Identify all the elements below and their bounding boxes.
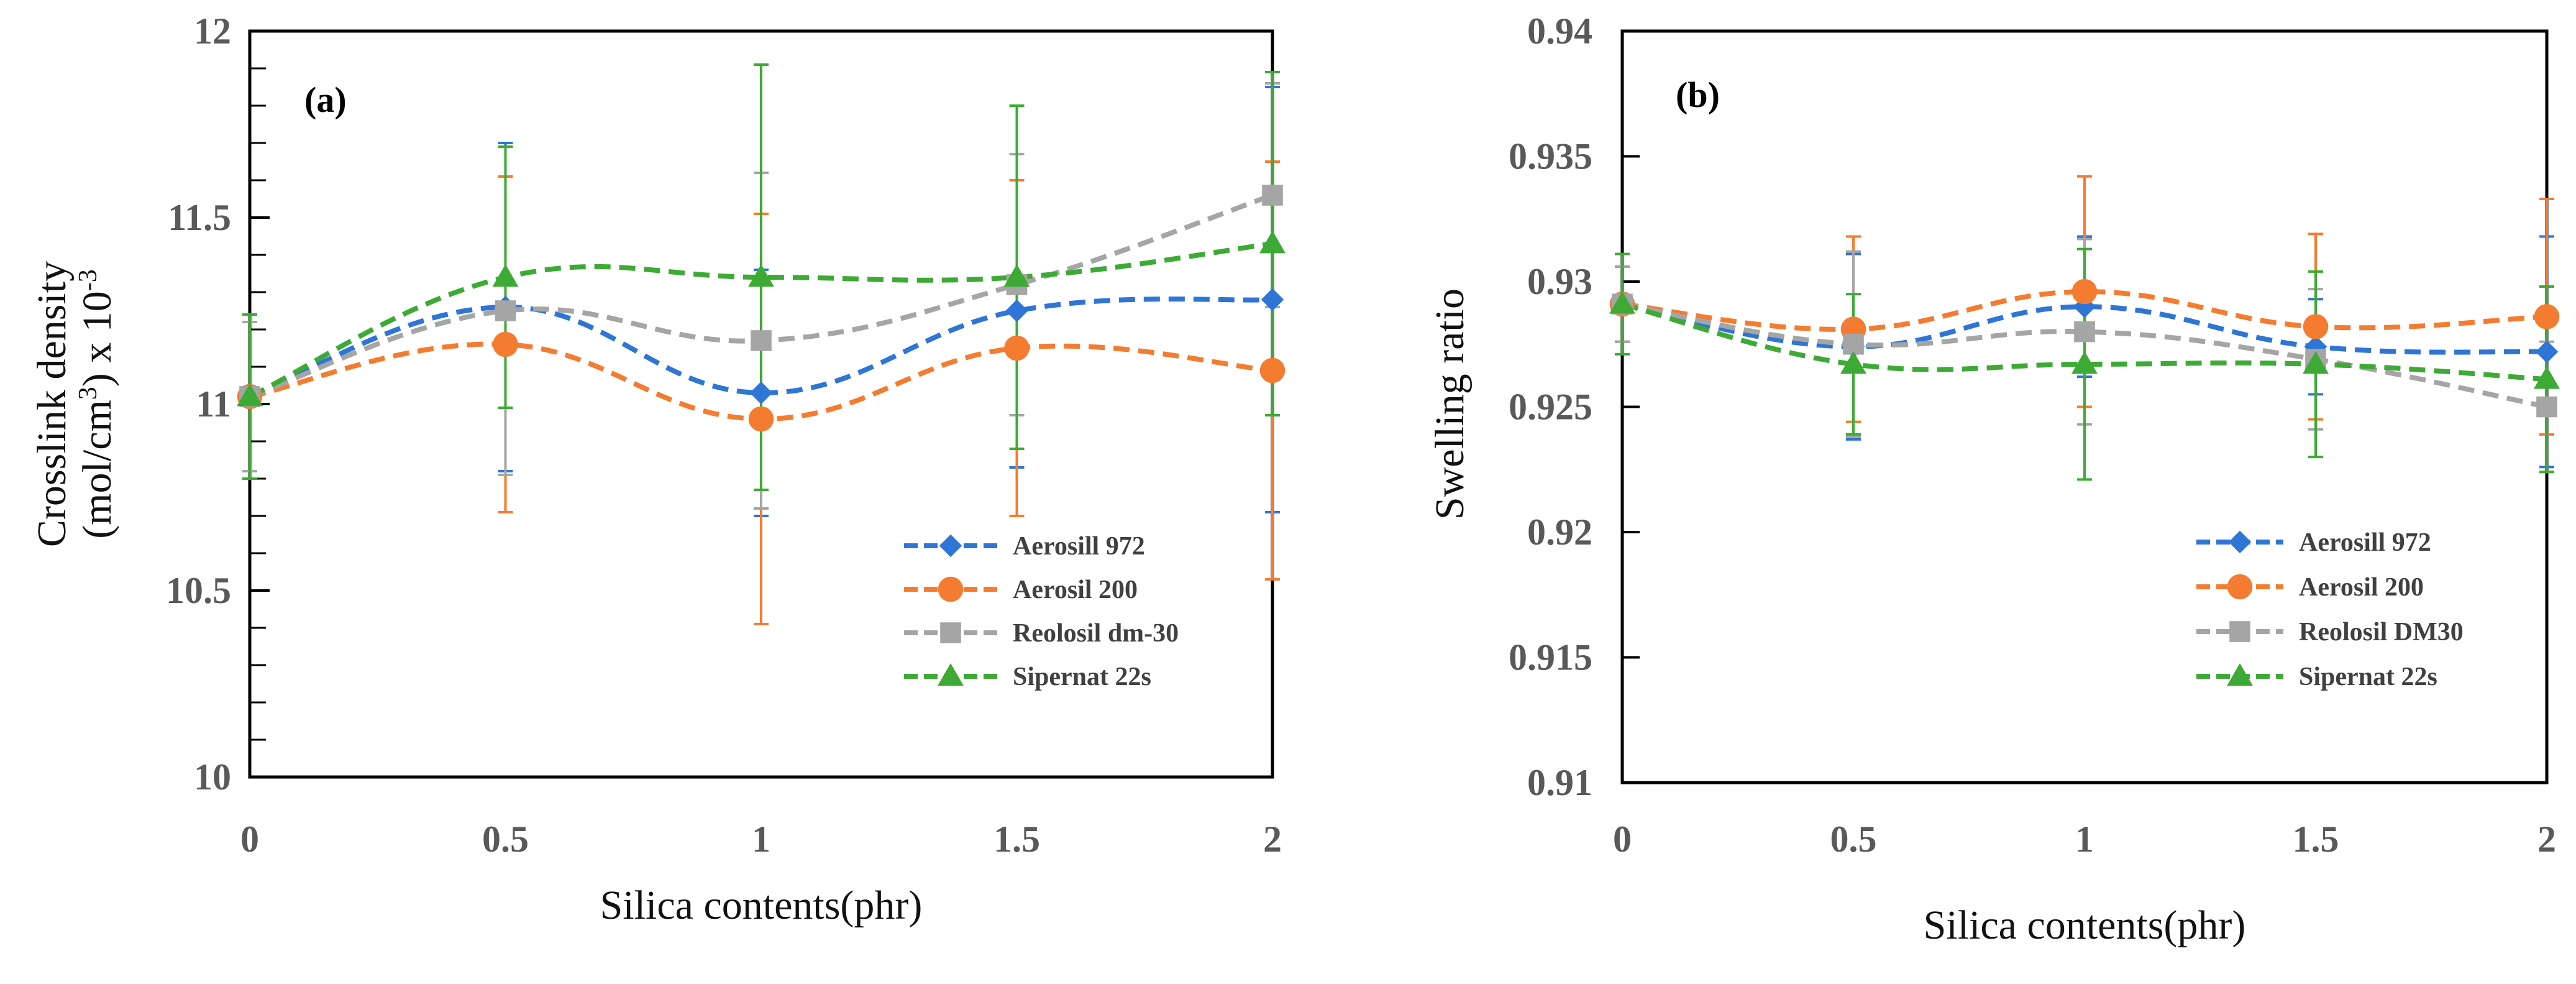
data-point-aerosil-200 <box>1259 357 1286 384</box>
y-tick-label: 10.5 <box>166 570 231 611</box>
panel-a-crosslink-density: (a) Silica contents(phr) Crosslink densi… <box>29 11 1286 928</box>
y-tick-label: 11 <box>196 384 231 425</box>
data-point-aerosill-972 <box>2535 340 2559 364</box>
panel-label: (b) <box>1676 75 1720 115</box>
legend-label-reolosil-dm30: Reolosil DM30 <box>2299 618 2464 646</box>
axis-ticks <box>1622 30 1640 784</box>
y-tick-label: 0.915 <box>1509 637 1592 678</box>
data-point-sipernat-22s <box>237 384 263 407</box>
legend-marker-sipernat-22s <box>2227 663 2253 686</box>
legend-label-aerosill-972: Aerosill 972 <box>2299 528 2431 557</box>
data-point-aerosill-972 <box>1005 299 1028 323</box>
x-axis-title: Silica contents(phr) <box>600 883 923 928</box>
data-point-aerosil-200 <box>1004 335 1030 361</box>
data-point-aerosill-972 <box>749 381 773 405</box>
legend-marker-aerosil-200 <box>2227 574 2253 600</box>
data-point-sipernat-22s <box>2071 351 2098 374</box>
y-tick-label: 0.91 <box>1527 762 1592 803</box>
x-tick-label: 2 <box>2537 819 2556 860</box>
y-tick-label: 0.94 <box>1527 11 1592 52</box>
x-tick-label: 0.5 <box>482 819 529 860</box>
legend-label-aerosil-200: Aerosil 200 <box>2299 573 2424 602</box>
x-tick-label: 0.5 <box>1830 819 1877 860</box>
legend-label-sipernat-22s: Sipernat 22s <box>1013 663 1151 691</box>
data-point-sipernat-22s <box>1259 231 1286 254</box>
series-markers <box>237 185 1286 432</box>
legend-marker-aerosil-200 <box>938 576 964 602</box>
data-point-sipernat-22s <box>1840 351 1866 374</box>
legend-marker-aerosill-972 <box>939 534 962 558</box>
y-axis-title: Swelling ratio <box>1427 288 1473 520</box>
y-tick-label: 0.935 <box>1509 136 1592 177</box>
data-point-aerosil-200 <box>2071 278 2098 305</box>
panel-label: (a) <box>304 80 347 120</box>
data-point-aerosil-200 <box>2303 314 2329 339</box>
y-axis-title-units: (mol/cm3) x 10-3 <box>74 269 120 539</box>
x-tick-label: 0 <box>240 819 259 860</box>
y-tick-label: 10 <box>194 756 231 798</box>
series-markers <box>1609 278 2560 418</box>
data-point-sipernat-22s <box>2303 351 2329 374</box>
x-tick-label: 1 <box>2075 819 2094 860</box>
data-point-reolosil-dm-30 <box>1262 185 1283 206</box>
x-tick-label: 1 <box>752 819 770 860</box>
x-tick-label: 1.5 <box>993 819 1040 860</box>
data-point-sipernat-22s <box>492 264 519 287</box>
legend: Aerosill 972 Aerosil 200 Reolosil DM30 Sipe… <box>2196 528 2464 691</box>
legend-marker-reolosil-dm-30 <box>940 622 961 643</box>
legend: Aerosill 972 Aerosil 200 Reolosil dm-30 Sip… <box>904 532 1179 691</box>
data-point-aerosill-972 <box>2304 335 2327 358</box>
legend-label-sipernat-22s: Sipernat 22s <box>2299 663 2437 691</box>
y-tick-label: 11.5 <box>168 197 231 238</box>
y-tick-label: 0.93 <box>1527 261 1592 302</box>
panel-b-swelling-ratio: (b) Silica contents(phr) Swelling ratio … <box>1427 11 2560 948</box>
y-axis-title: Crosslink density <box>29 261 75 547</box>
data-point-reolosil-dm-30 <box>751 330 772 351</box>
data-point-sipernat-22s <box>1003 264 1030 287</box>
series-line-aerosill-972 <box>249 297 1273 399</box>
data-point-reolosil-dm-30 <box>495 300 516 321</box>
data-point-reolosil-dm30 <box>2074 321 2095 343</box>
data-point-aerosill-972 <box>1261 288 1284 311</box>
x-tick-label: 2 <box>1263 819 1282 860</box>
series-line-sipernat-22s <box>1621 301 2547 382</box>
data-point-sipernat-22s <box>2534 366 2560 389</box>
data-point-sipernat-22s <box>1609 291 1635 314</box>
y-tick-label: 0.925 <box>1509 387 1592 428</box>
legend-label-reolosil-dm-30: Reolosil dm-30 <box>1013 619 1179 648</box>
legend-marker-reolosil-dm30 <box>2229 621 2250 642</box>
legend-marker-aerosill-972 <box>2228 530 2252 554</box>
data-point-aerosil-200 <box>2534 304 2560 329</box>
legend-marker-sipernat-22s <box>938 663 964 686</box>
legend-label-aerosil-200: Aerosil 200 <box>1013 576 1138 604</box>
data-point-aerosill-972 <box>2073 295 2096 318</box>
x-tick-label: 0 <box>1613 819 1632 860</box>
x-tick-label: 1.5 <box>2293 819 2339 860</box>
legend-label-aerosill-972: Aerosill 972 <box>1013 532 1145 561</box>
series-lines <box>1621 289 2547 410</box>
data-point-aerosil-200 <box>493 331 518 357</box>
x-axis-title: Silica contents(phr) <box>1924 903 2246 948</box>
data-point-reolosil-dm30 <box>1843 333 1864 355</box>
data-point-sipernat-22s <box>748 264 774 287</box>
data-point-aerosil-200 <box>748 406 774 432</box>
data-point-reolosil-dm30 <box>2536 396 2557 418</box>
y-tick-label: 0.92 <box>1527 512 1592 553</box>
y-tick-label: 12 <box>194 11 231 52</box>
